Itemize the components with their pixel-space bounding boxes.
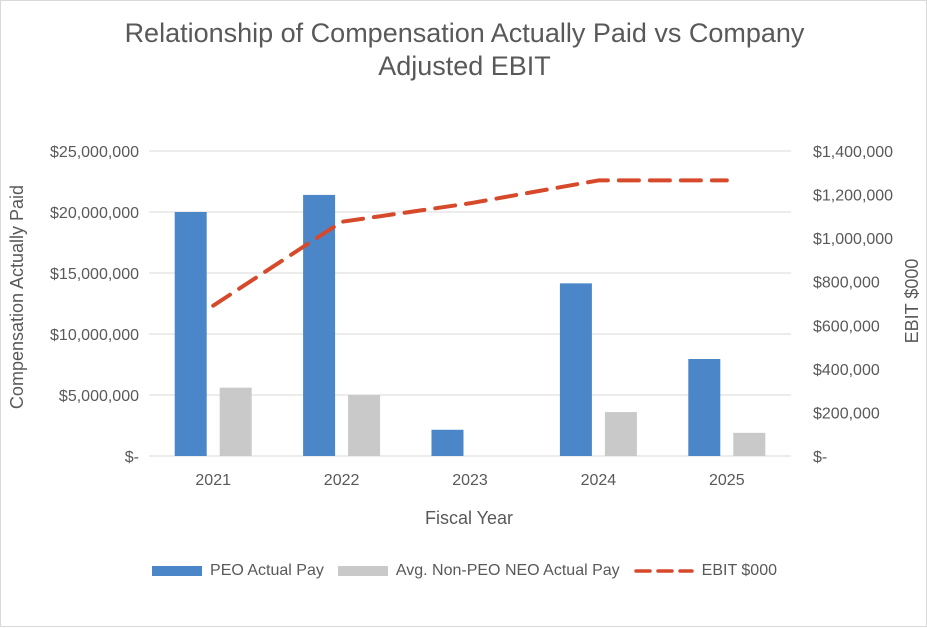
neo-bar xyxy=(605,412,637,456)
y2-axis-title: EBIT $000 xyxy=(902,259,922,344)
y2-tick-label: $200,000 xyxy=(813,405,880,422)
peo-bar xyxy=(175,212,207,456)
legend-label-neo: Avg. Non-PEO NEO Actual Pay xyxy=(396,562,620,580)
y-tick-label: $10,000,000 xyxy=(50,327,139,344)
y2-tick-label: $1,400,000 xyxy=(813,144,893,161)
peo-bar xyxy=(303,195,335,456)
neo-bar xyxy=(348,395,380,456)
legend: PEO Actual Pay Avg. Non-PEO NEO Actual P… xyxy=(1,562,927,580)
y-tick-label: $20,000,000 xyxy=(50,205,139,222)
y2-tick-label: $400,000 xyxy=(813,362,880,379)
legend-item-neo: Avg. Non-PEO NEO Actual Pay xyxy=(338,562,620,580)
x-tick-label: 2022 xyxy=(324,472,360,489)
legend-label-ebit: EBIT $000 xyxy=(702,562,777,580)
y-axis-title: Compensation Actually Paid xyxy=(7,185,27,409)
peo-bar xyxy=(560,283,592,456)
x-tick-label: 2023 xyxy=(452,472,488,489)
y2-tick-label: $800,000 xyxy=(813,275,880,292)
legend-label-peo: PEO Actual Pay xyxy=(210,562,324,580)
peo-bar xyxy=(688,359,720,456)
y2-tick-label: $- xyxy=(813,449,827,466)
legend-swatch-peo xyxy=(152,566,202,576)
y2-tick-label: $600,000 xyxy=(813,318,880,335)
x-tick-label: 2025 xyxy=(709,472,745,489)
ebit-line-layer xyxy=(213,180,727,305)
bars xyxy=(175,195,766,456)
x-tick-label: 2024 xyxy=(581,472,617,489)
legend-swatch-ebit xyxy=(634,565,694,577)
ebit-line xyxy=(213,180,727,305)
neo-bar xyxy=(220,388,252,456)
x-axis-title: Fiscal Year xyxy=(425,508,513,528)
legend-item-ebit: EBIT $000 xyxy=(634,562,777,580)
x-tick-label: 2021 xyxy=(195,472,231,489)
y-tick-label: $25,000,000 xyxy=(50,144,139,161)
y2-tick-label: $1,000,000 xyxy=(813,231,893,248)
legend-swatch-neo xyxy=(338,566,388,576)
neo-bar xyxy=(733,433,765,456)
y-tick-label: $- xyxy=(125,449,139,466)
legend-item-peo: PEO Actual Pay xyxy=(152,562,324,580)
y2-tick-label: $1,200,000 xyxy=(813,188,893,205)
y-tick-label: $15,000,000 xyxy=(50,266,139,283)
peo-bar xyxy=(432,430,464,456)
y-tick-label: $5,000,000 xyxy=(59,388,139,405)
